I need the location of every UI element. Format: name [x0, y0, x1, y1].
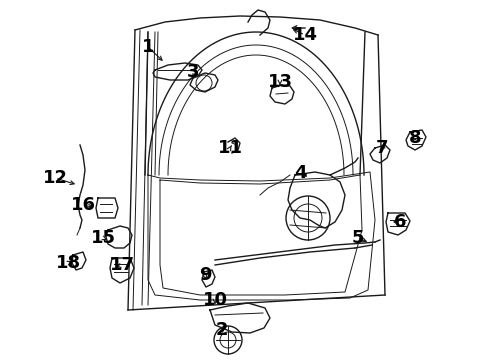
Text: 13: 13 — [268, 73, 293, 91]
Text: 6: 6 — [394, 213, 406, 231]
Text: 5: 5 — [352, 229, 364, 247]
Text: 15: 15 — [91, 229, 116, 247]
Text: 8: 8 — [409, 129, 421, 147]
Text: 10: 10 — [202, 291, 227, 309]
Text: 14: 14 — [293, 26, 318, 44]
Text: 11: 11 — [218, 139, 243, 157]
Text: 12: 12 — [43, 169, 68, 187]
Text: 4: 4 — [294, 164, 306, 182]
Text: 16: 16 — [71, 196, 96, 214]
Text: 18: 18 — [55, 254, 80, 272]
Text: 2: 2 — [216, 321, 228, 339]
Text: 3: 3 — [187, 63, 199, 81]
Text: 17: 17 — [109, 256, 134, 274]
Text: 1: 1 — [142, 38, 154, 56]
Text: 9: 9 — [199, 266, 211, 284]
Text: 7: 7 — [376, 139, 388, 157]
